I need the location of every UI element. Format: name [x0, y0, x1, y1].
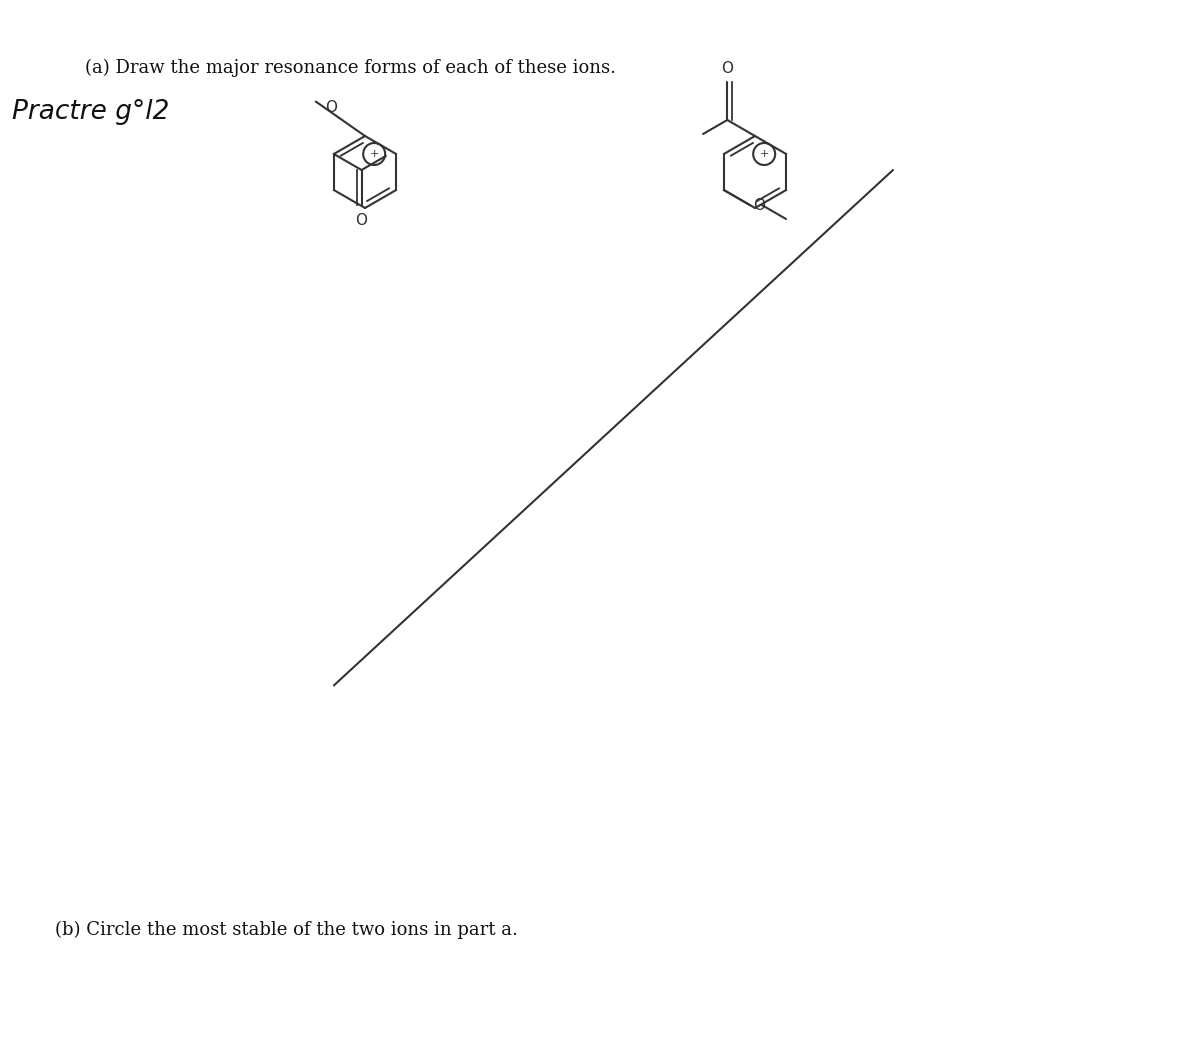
Text: O: O [355, 213, 367, 228]
Text: O: O [721, 61, 733, 76]
Text: O: O [325, 99, 337, 114]
Text: Practre g°l2: Practre g°l2 [12, 99, 169, 125]
Text: +: + [370, 149, 379, 159]
Text: (b) Circle the most stable of the two ions in part a.: (b) Circle the most stable of the two io… [55, 920, 518, 939]
Text: (a) Draw the major resonance forms of each of these ions.: (a) Draw the major resonance forms of ea… [85, 59, 616, 77]
Text: +: + [760, 149, 769, 159]
Text: O: O [752, 199, 764, 214]
